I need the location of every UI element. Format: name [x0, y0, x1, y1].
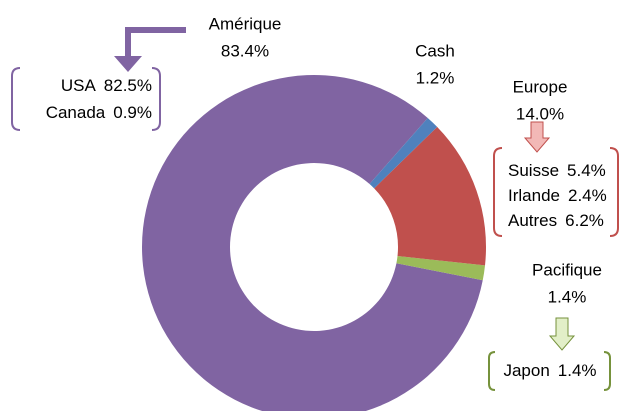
breakdown-value-label: 5.4% — [567, 161, 606, 180]
breakdown-value-label: 82.5% — [104, 76, 152, 95]
bracket — [11, 67, 161, 131]
breakdown-item: Irlande 2.4% — [508, 186, 607, 205]
breakdown-name: Japon — [503, 361, 549, 380]
donut-segment — [396, 255, 486, 281]
breakdown-item: Japon 1.4% — [503, 361, 596, 380]
segment-name: Pacifique — [532, 260, 602, 279]
arrow — [548, 317, 576, 351]
breakdown-item: Canada 0.9% — [46, 103, 152, 122]
breakdown-name: Irlande — [508, 186, 560, 205]
breakdown-name: Canada — [46, 103, 106, 122]
donut-segment — [374, 126, 486, 266]
bracket — [493, 147, 619, 237]
breakdown-name: USA — [61, 76, 97, 95]
breakdown-value-label: 0.9% — [113, 103, 152, 122]
breakdown-item: Autres 6.2% — [508, 211, 604, 230]
donut-segment — [142, 75, 483, 411]
breakdown-item: USA 82.5% — [61, 76, 152, 95]
breakdown-value-label: 6.2% — [565, 211, 604, 230]
arrow-head — [114, 56, 142, 72]
breakdown-item: Suisse 5.4% — [508, 161, 606, 180]
segment-value-label: 1.4% — [548, 287, 587, 306]
segment-name: Cash — [415, 41, 455, 60]
bracket — [488, 351, 611, 391]
segment-value-label: 1.2% — [416, 68, 455, 87]
segment-name: Amérique — [209, 14, 282, 33]
segment-value-label: 14.0% — [516, 104, 564, 123]
breakdown-name: Autres — [508, 211, 557, 230]
segment-value-label: 83.4% — [221, 41, 269, 60]
breakdown-name: Suisse — [508, 161, 559, 180]
breakdown-value-label: 1.4% — [558, 361, 597, 380]
donut-segment — [369, 117, 438, 189]
segment-name: Europe — [513, 77, 568, 96]
breakdown-value-label: 2.4% — [568, 186, 607, 205]
arrow — [523, 121, 551, 153]
arrow — [125, 27, 186, 58]
